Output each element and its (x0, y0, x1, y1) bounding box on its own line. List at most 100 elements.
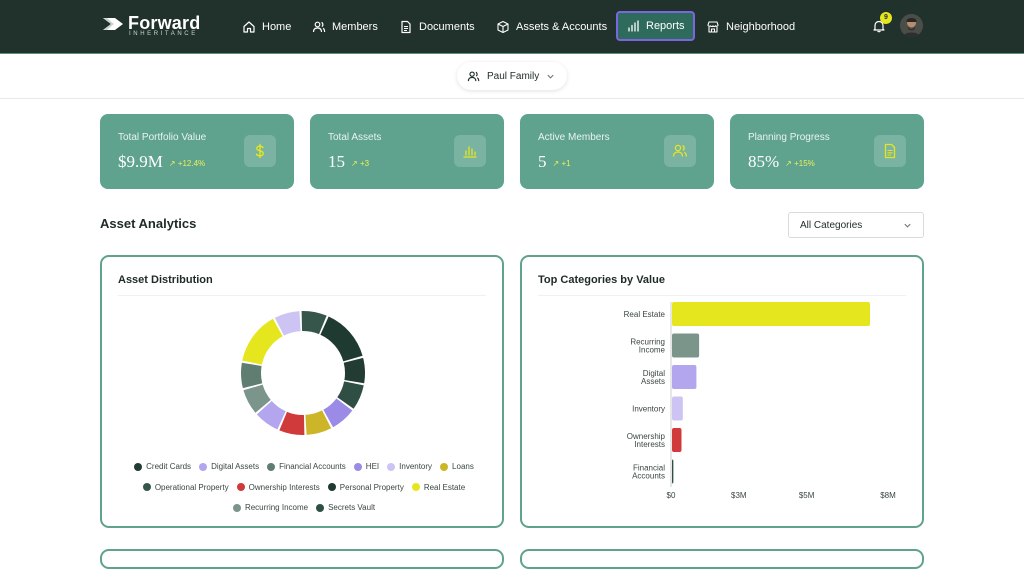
donut-slice-credit-cards[interactable] (343, 357, 365, 384)
asset-distribution-card: Asset Distribution Credit Cards Digital A… (100, 255, 504, 528)
nav-members[interactable]: Members (304, 12, 386, 42)
bar-category-label-line: Accounts (632, 472, 665, 481)
nav-home-label: Home (262, 21, 292, 33)
stat-delta: ↗ +3 (351, 158, 370, 168)
nav-neighborhood[interactable]: Neighborhood (698, 12, 803, 42)
x-tick-label: $3M (731, 491, 747, 500)
bar-real-estate[interactable] (672, 302, 871, 326)
nav-reports[interactable]: Reports (616, 11, 695, 41)
legend-item-digital-assets[interactable]: Digital Assets (199, 457, 259, 476)
stat-card-total-assets: Total Assets 15 ↗ +3 (310, 114, 504, 189)
bar-category-label-line: Ownership (627, 432, 666, 441)
donut-slice-hei[interactable] (323, 398, 353, 428)
stat-value: $9.9M ↗ +12.4% (118, 152, 205, 172)
bar-digital-assets[interactable] (672, 365, 697, 389)
legend-item-hei[interactable]: HEI (353, 457, 380, 476)
legend-item-inventory[interactable]: Inventory (387, 457, 432, 476)
legend-label: Operational Property (154, 482, 229, 492)
stat-delta-text: +12.4% (177, 158, 206, 168)
stat-label: Total Portfolio Value (118, 132, 207, 143)
legend-swatch (142, 483, 151, 491)
document-icon (401, 20, 411, 34)
legend-item-operational-property[interactable]: Operational Property (142, 478, 229, 497)
legend-label: HEI (365, 462, 380, 471)
stat-value-text: 85% (748, 152, 780, 171)
legend-label: Real Estate (423, 482, 466, 492)
family-selector[interactable]: Paul Family (457, 62, 567, 90)
legend-item-ownership-interests[interactable]: Ownership Interests (236, 478, 320, 497)
donut-slice-inventory[interactable] (274, 311, 301, 336)
donut-slice-secrets-vault[interactable] (337, 381, 364, 409)
donut-slice-real-estate[interactable] (242, 318, 283, 365)
donut-slice-recurring-income[interactable] (243, 384, 271, 413)
document-icon (884, 143, 896, 159)
x-tick-label: $0 (667, 491, 676, 500)
legend-item-personal-property[interactable]: Personal Property (327, 478, 404, 497)
stat-icon-box (244, 135, 276, 167)
logo-wordmark: Forward (128, 13, 201, 33)
top-categories-bar-chart: Real Estate Recurring Income Digital Assets I… (624, 302, 896, 500)
stat-value-text: 5 (538, 152, 547, 171)
users-icon (312, 21, 326, 33)
avatar[interactable] (900, 14, 923, 37)
storefront-icon (707, 21, 719, 33)
stat-value: 15 ↗ +3 (328, 152, 369, 172)
bar-category-label-line: Recurring (630, 337, 665, 346)
notification-badge: 9 (880, 12, 892, 24)
bar-category-label: Recurring Income (630, 337, 665, 354)
bar-category-label: Inventory (632, 405, 665, 414)
dollar-icon (255, 143, 264, 159)
legend-item-loans[interactable]: Loans (440, 457, 474, 476)
chevron-down-icon (904, 223, 911, 228)
stat-delta-text: +3 (359, 158, 370, 168)
x-tick-label: $5M (799, 491, 815, 500)
bar-inventory[interactable] (672, 396, 683, 421)
nav-home[interactable]: Home (234, 12, 299, 42)
category-filter-select[interactable]: All Categories (788, 212, 924, 238)
stat-card-active-members: Active Members 5 ↗ +1 (520, 114, 714, 189)
legend-swatch (134, 462, 143, 471)
legend-item-credit-cards[interactable]: Credit Cards (134, 457, 191, 476)
bar-ownership-interests[interactable] (672, 428, 682, 452)
donut-slice-digital-assets[interactable] (256, 401, 286, 430)
stat-icon-box (454, 135, 486, 167)
forward-logo[interactable]: Forward INHERITANCE (102, 13, 207, 39)
legend-item-secrets-vault[interactable]: Secrets Vault (316, 498, 375, 517)
legend-swatch (267, 462, 276, 471)
donut-slice-financial-accounts[interactable] (240, 362, 263, 389)
donut-slice-ownership-interests[interactable] (279, 411, 305, 435)
donut-slice-operational-property[interactable] (301, 311, 327, 335)
nav-documents[interactable]: Documents (391, 12, 483, 42)
stat-card-planning-progress: Planning Progress 85% ↗ +15% (730, 114, 924, 189)
divider (118, 295, 486, 296)
bar-category-label-line: Inventory (632, 405, 665, 414)
legend-swatch (353, 462, 362, 471)
nav-reports-label: Reports (646, 20, 685, 32)
legend-swatch (440, 462, 449, 471)
legend-swatch (387, 462, 396, 471)
donut-slice-personal-property[interactable] (320, 316, 363, 362)
bar-recurring-income[interactable] (672, 333, 700, 358)
logo-mark-icon (103, 18, 123, 30)
stat-icon-box (874, 135, 906, 167)
legend-swatch (327, 483, 336, 491)
stat-delta-text: +15% (794, 158, 815, 168)
bar-category-label-line: Financial (633, 463, 665, 472)
stat-value-text: 15 (328, 152, 345, 171)
bar-category-label-line: Assets (641, 377, 665, 386)
legend-item-recurring-income[interactable]: Recurring Income (232, 498, 308, 517)
top-categories-title: Top Categories by Value (538, 274, 665, 286)
users-icon (467, 70, 480, 81)
stat-value-text: $9.9M (118, 152, 163, 171)
legend-item-real-estate[interactable]: Real Estate (411, 478, 466, 497)
bar-category-label-line: Digital (643, 369, 665, 378)
bar-financial-accounts[interactable] (672, 459, 674, 484)
bar-category-label: Digital Assets (641, 369, 665, 386)
nav-documents-label: Documents (419, 21, 475, 33)
legend-label: Inventory (399, 462, 433, 471)
bar-chart-icon (628, 20, 639, 32)
bell-icon[interactable] (872, 19, 886, 33)
nav-assets-accounts[interactable]: Assets & Accounts (488, 12, 615, 42)
legend-item-financial-accounts[interactable]: Financial Accounts (267, 457, 346, 476)
donut-slice-loans[interactable] (305, 410, 332, 435)
